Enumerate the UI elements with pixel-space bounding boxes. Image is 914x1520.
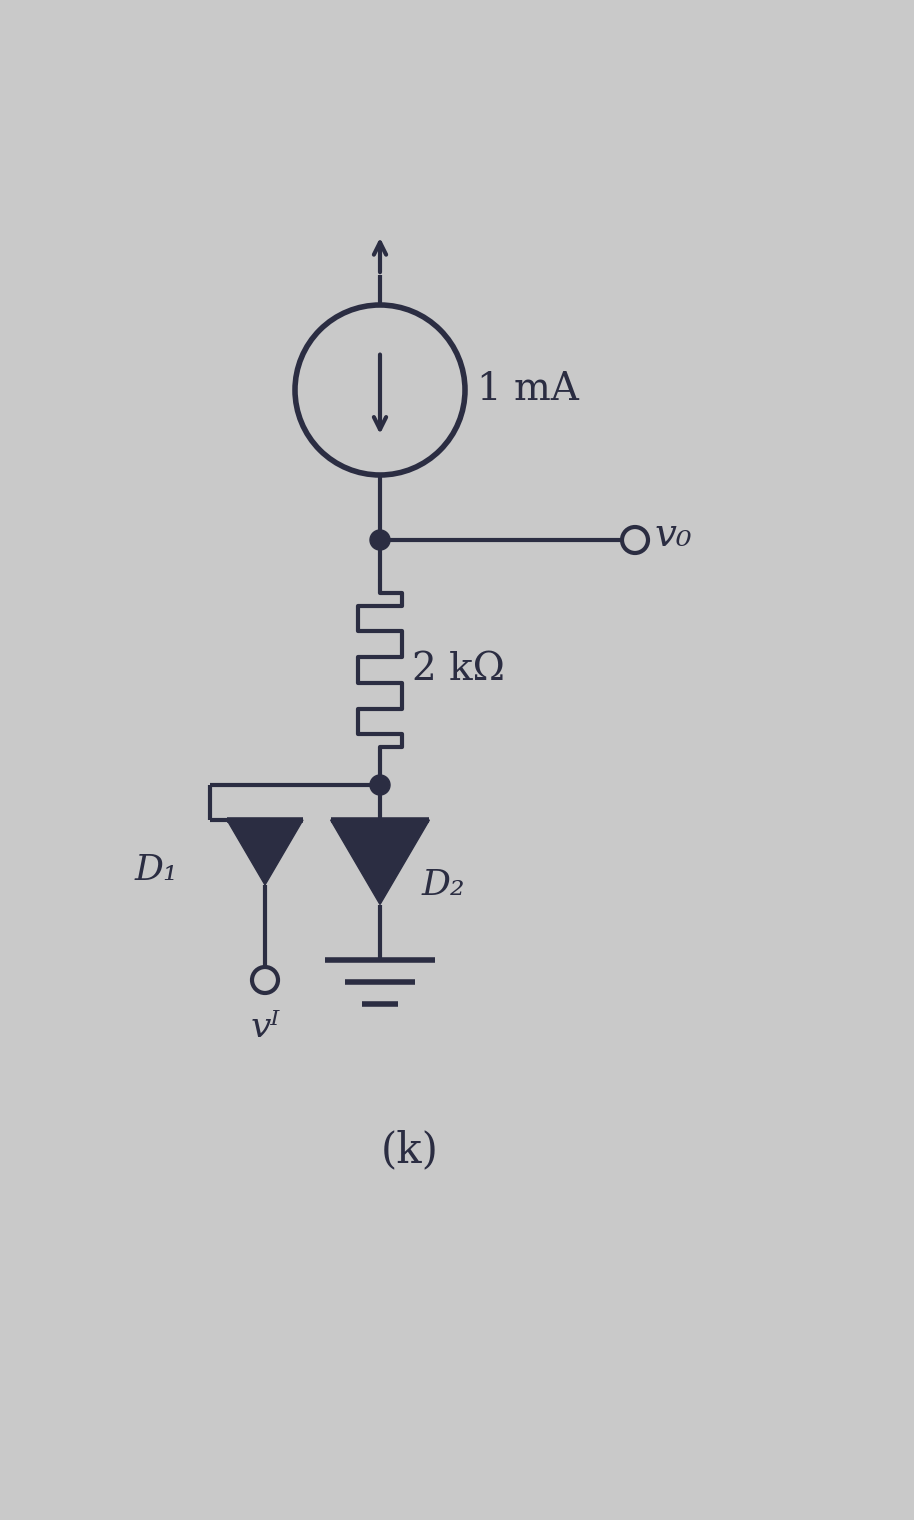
Circle shape [370,530,390,550]
Text: vᴵ: vᴵ [250,1009,280,1044]
Text: D₂: D₂ [422,868,465,901]
Text: v₀: v₀ [655,517,693,553]
Polygon shape [227,819,303,885]
Text: D₁: D₁ [135,853,178,888]
Text: (k): (k) [381,1129,439,1170]
Circle shape [370,775,390,795]
Text: 2 kΩ: 2 kΩ [412,652,505,689]
Polygon shape [331,819,430,904]
Text: 1 mA: 1 mA [477,371,579,409]
